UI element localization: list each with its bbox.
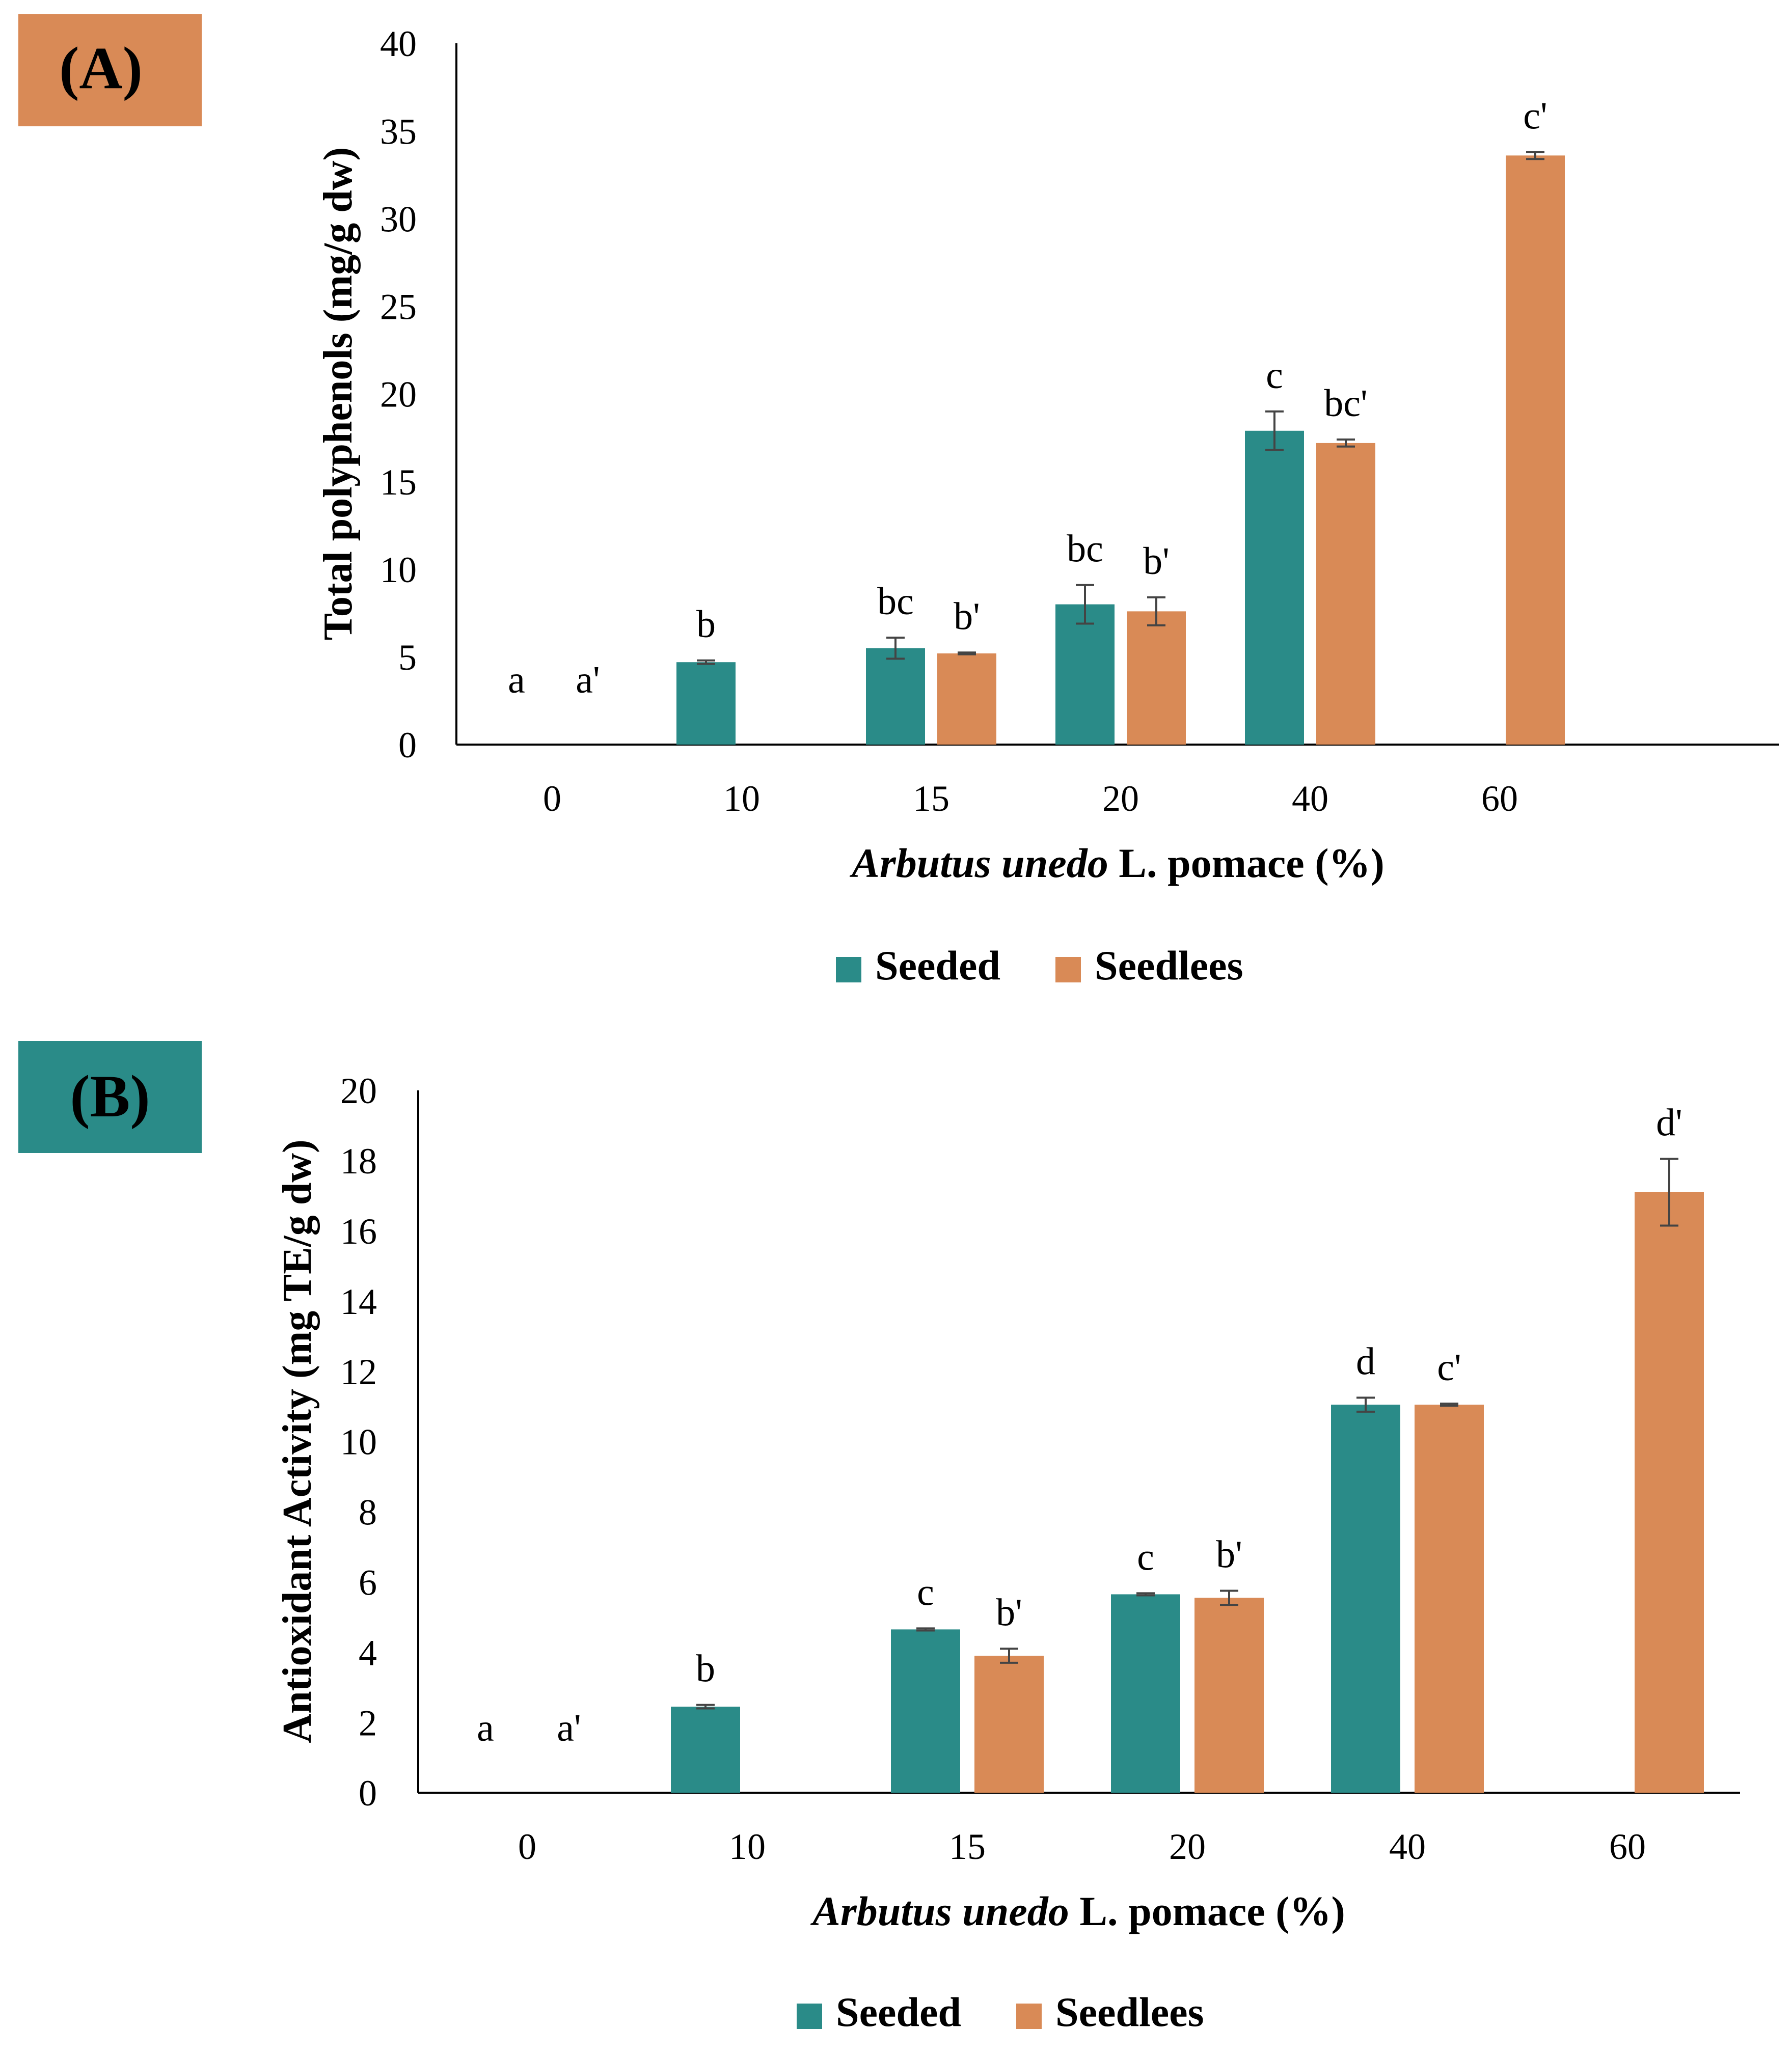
x-tick-label: 40: [1389, 1826, 1426, 1867]
bar-seeded: [1331, 1405, 1400, 1793]
legend-label-seeded: Seeded: [836, 1989, 961, 2035]
legend-label-seedlees: Seedlees: [1095, 942, 1243, 989]
bar-seedlees: [1316, 443, 1375, 745]
y-tick-label: 2: [359, 1703, 377, 1743]
y-tick-label: 20: [380, 374, 417, 415]
y-tick-label: 0: [359, 1773, 377, 1814]
y-tick-label: 10: [380, 550, 417, 590]
y-tick-label: 5: [398, 637, 417, 678]
x-tick-label: 15: [949, 1826, 986, 1867]
legend-label-seeded: Seeded: [875, 942, 1000, 989]
chart-panel-a: (A) 0 5 10 15 20 25 30 35 40 0 10 15 20 40 60 a b bc bc c a' b…: [18, 14, 1779, 989]
significance-letter: b: [696, 1648, 715, 1690]
significance-letter: d: [1356, 1340, 1375, 1383]
x-tick-label: 0: [543, 778, 561, 819]
significance-letter: bc: [877, 580, 914, 623]
bar-seedlees: [1194, 1598, 1264, 1793]
y-tick-label: 0: [398, 725, 417, 765]
significance-letter: a': [576, 659, 600, 701]
bar-seedlees: [1635, 1192, 1704, 1793]
legend: Seeded Seedlees: [836, 942, 1243, 989]
x-tick-label: 40: [1292, 778, 1328, 819]
panel-label: (A): [59, 35, 143, 101]
significance-letter: c': [1437, 1346, 1461, 1389]
y-tick-label: 16: [340, 1211, 377, 1252]
y-tick-label: 10: [340, 1422, 377, 1463]
bar-seedlees: [937, 653, 996, 745]
significance-letter: bc': [1324, 382, 1367, 425]
panel-label: (B): [70, 1063, 150, 1130]
y-tick-label: 12: [340, 1352, 377, 1392]
y-tick-label: 8: [359, 1492, 377, 1533]
significance-letter: c: [1266, 354, 1283, 397]
legend-swatch-seeded: [836, 957, 861, 982]
bar-seedlees: [1415, 1405, 1484, 1793]
legend-swatch-seedlees: [1055, 957, 1081, 982]
bar-seeded: [891, 1629, 960, 1793]
panel-label-box: [18, 1041, 202, 1153]
significance-letter: b': [954, 595, 980, 638]
x-tick-label: 10: [729, 1826, 766, 1867]
significance-letter: bc: [1067, 528, 1103, 570]
x-tick-label: 0: [518, 1826, 536, 1867]
legend-label-seedlees: Seedlees: [1055, 1989, 1204, 2035]
x-axis-label-rest: L. pomace (%): [1108, 840, 1384, 886]
significance-letter: b': [1143, 540, 1170, 583]
panel-label-box: [18, 14, 202, 126]
bar-seeded: [1245, 430, 1304, 745]
chart-panel-b: (B) 0 2 4 6 8 10 12 14 16 18 20 0 10 15 20 40 60 a b c c d a' b'…: [18, 1041, 1740, 2035]
bar-seedlees: [974, 1656, 1044, 1793]
y-tick-label: 35: [380, 111, 417, 152]
significance-letter: c: [917, 1571, 934, 1613]
x-axis-label-italic: Arbutus unedo: [810, 1888, 1069, 1934]
y-tick-label: 20: [340, 1071, 377, 1111]
bar-seeded: [1111, 1594, 1180, 1793]
x-axis-label: Arbutus unedo L. pomace (%): [849, 840, 1384, 886]
y-tick-label: 6: [359, 1562, 377, 1603]
legend-swatch-seeded: [797, 2004, 822, 2029]
significance-letter: c: [1137, 1536, 1154, 1578]
x-tick-label: 20: [1102, 778, 1139, 819]
significance-letter: c': [1523, 94, 1547, 137]
x-tick-label: 20: [1169, 1826, 1206, 1867]
y-tick-label: 14: [340, 1281, 377, 1322]
x-axis-label: Arbutus unedo L. pomace (%): [810, 1888, 1345, 1934]
x-tick-label: 15: [913, 778, 949, 819]
bar-seeded: [866, 648, 925, 745]
significance-letter: a: [477, 1707, 494, 1749]
bar-seeded: [1055, 604, 1115, 745]
x-tick-label: 60: [1609, 1826, 1646, 1867]
y-tick-label: 15: [380, 462, 417, 503]
bar-seedlees: [1506, 155, 1565, 745]
significance-letter: b': [1216, 1533, 1242, 1576]
y-axis-label: Antioxidant Activity (mg TE/g dw): [275, 1139, 320, 1743]
bar-seedlees: [1127, 611, 1186, 745]
significance-letter: b: [696, 603, 716, 646]
bar-seeded: [676, 662, 736, 745]
y-tick-label: 40: [380, 23, 417, 64]
y-tick-label: 30: [380, 199, 417, 239]
significance-letter: a': [557, 1707, 581, 1749]
significance-letter: b': [996, 1591, 1022, 1634]
significance-letter: a: [508, 659, 525, 701]
y-tick-label: 25: [380, 287, 417, 327]
x-axis-label-italic: Arbutus unedo: [849, 840, 1108, 886]
legend-swatch-seedlees: [1016, 2004, 1042, 2029]
x-tick-label: 10: [723, 778, 760, 819]
y-tick-label: 18: [340, 1141, 377, 1182]
x-tick-label: 60: [1481, 778, 1518, 819]
x-axis-label-rest: L. pomace (%): [1069, 1888, 1345, 1934]
bar-seeded: [671, 1707, 740, 1793]
significance-letter: d': [1656, 1101, 1682, 1144]
y-axis-label: Total polyphenols (mg/g dw): [316, 147, 361, 640]
legend: Seeded Seedlees: [797, 1989, 1204, 2035]
y-tick-label: 4: [359, 1632, 377, 1673]
